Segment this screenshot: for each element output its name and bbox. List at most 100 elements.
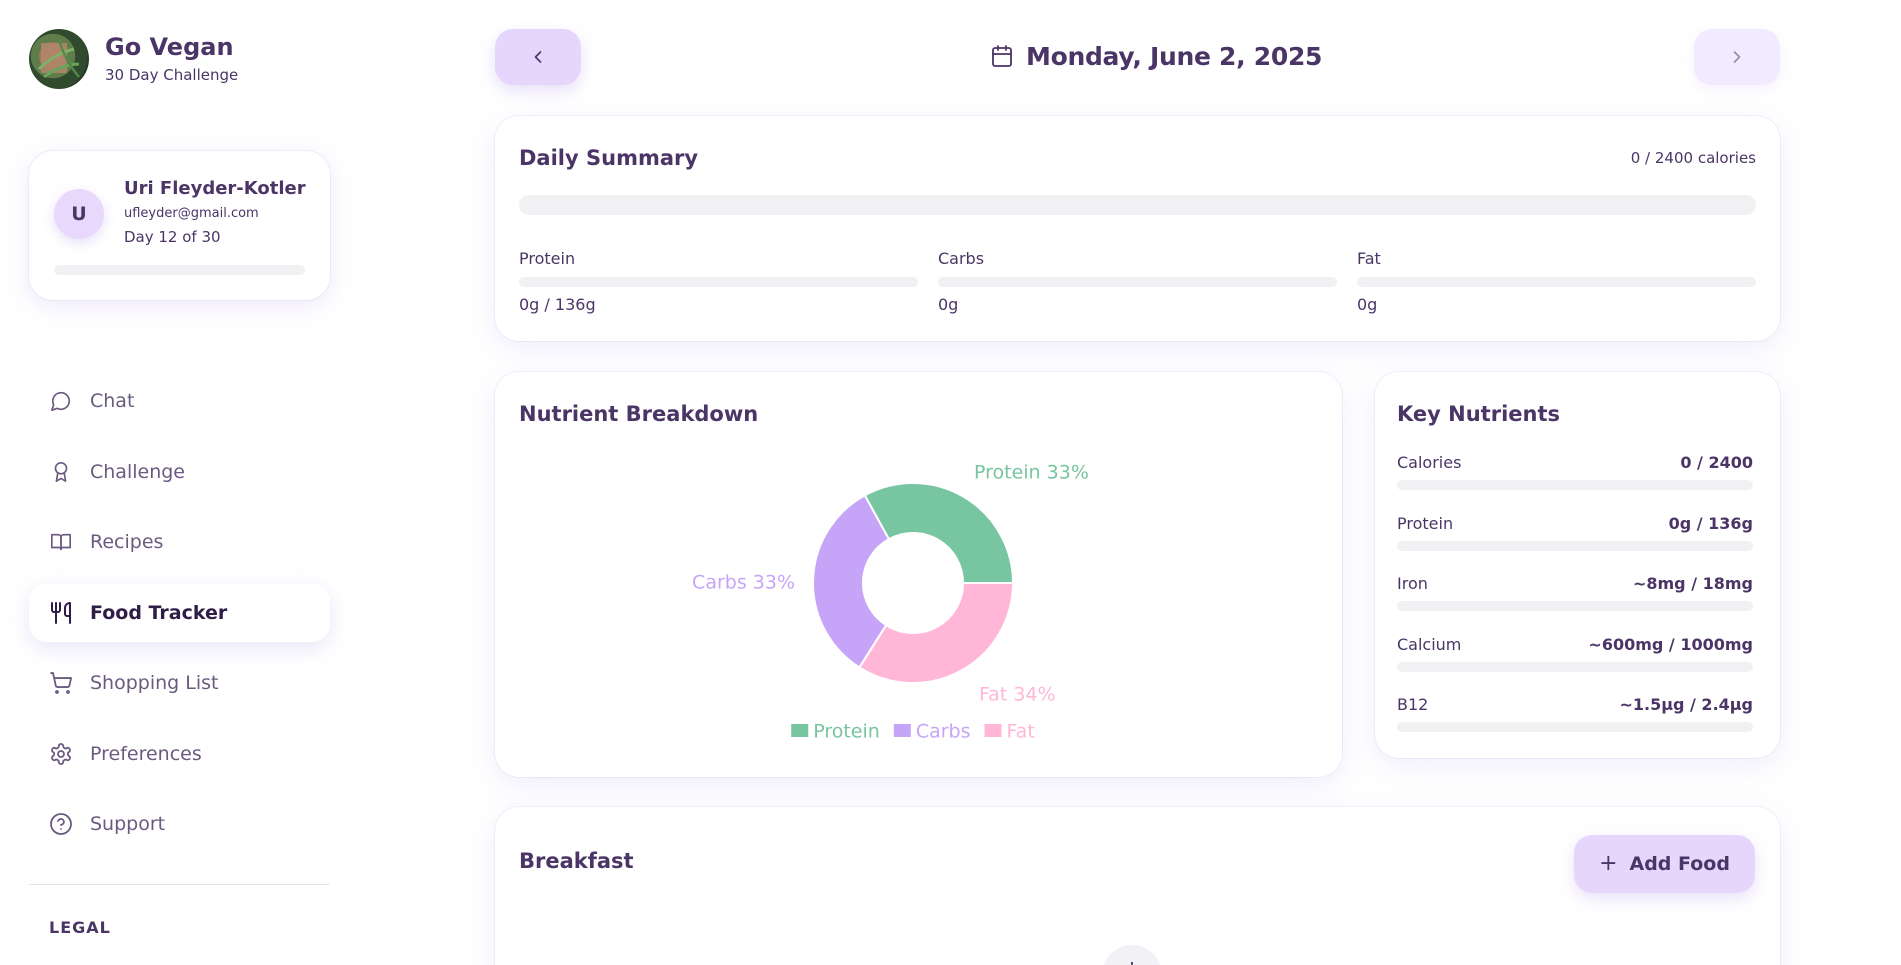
help-circle-icon: [49, 812, 73, 836]
legend-label-carbs[interactable]: Carbs: [916, 721, 971, 743]
chevron-right-icon: [1733, 51, 1741, 63]
calendar-icon: [992, 45, 1012, 67]
nutrient-label: Calories: [1397, 453, 1462, 472]
legend-label-fat[interactable]: Fat: [1007, 721, 1035, 743]
chevron-left-icon: [534, 51, 542, 63]
nutrient-label: Protein: [1397, 513, 1454, 533]
sidebar-item-challenge[interactable]: Challenge: [29, 443, 330, 501]
nutrient-progress-bar: [1397, 661, 1753, 672]
chat-bubble-icon: [49, 389, 73, 413]
sidebar-nav: Chat Challenge Recipes Food Tracker Shop…: [29, 372, 330, 866]
macro-progress-bar: [938, 277, 1337, 287]
nutrient-progress-bar: [1397, 480, 1753, 490]
current-date: Monday, June 2, 2025: [990, 40, 1322, 72]
nutrient-row-iron: Iron ~8mg / 18mg: [1397, 574, 1753, 635]
donut-slice-protein[interactable]: [863, 482, 1015, 584]
nutrient-row-protein: Protein 0g / 136g: [1397, 514, 1753, 575]
nutrient-label: Calcium: [1397, 634, 1462, 654]
gear-icon: [49, 742, 73, 766]
nutrient-row-b12: B12 ~1.5µg / 2.4µg: [1397, 695, 1753, 756]
user-email: ufleyder@gmail.com: [124, 206, 259, 221]
challenge-progress-bar: [54, 265, 305, 275]
macro-protein: Protein 0g / 136g: [519, 249, 918, 314]
brand: Go Vegan 30 Day Challenge: [29, 29, 238, 89]
sidebar-item-label: Food Tracker: [90, 601, 228, 624]
sidebar-item-label: Support: [90, 813, 166, 835]
add-food-button[interactable]: + Add Food: [1574, 835, 1755, 893]
calories-progress-bar: [519, 195, 1756, 215]
nutrient-row-calories: Calories 0 / 2400: [1397, 453, 1753, 514]
utensils-icon: [49, 601, 73, 625]
nutrient-row-calcium: Calcium ~600mg / 1000mg: [1397, 635, 1753, 696]
macro-fat: Fat 0g: [1357, 249, 1756, 314]
open-book-icon: [49, 530, 73, 554]
nutrient-label: B12: [1397, 695, 1429, 714]
nutrient-progress-bar: [1397, 722, 1753, 732]
legend-label-protein[interactable]: Protein: [813, 721, 880, 743]
app-subtitle: 30 Day Challenge: [105, 66, 239, 84]
app-title: Go Vegan: [105, 33, 234, 61]
nutrient-donut-chart: Protein 33% Carbs 33% Fat 34% Protein Carbs F…: [692, 462, 1089, 743]
donut-data-label-carbs: Carbs 33%: [692, 572, 795, 594]
add-food-label: Add Food: [1629, 853, 1730, 875]
previous-day-button[interactable]: [495, 29, 581, 85]
macro-value: 0g: [1357, 295, 1378, 314]
avatar: U: [54, 189, 104, 239]
brand-logo-image: [29, 29, 89, 89]
donut-legend: Protein Carbs Fat: [791, 721, 1035, 743]
legend-swatch-protein: [791, 724, 809, 737]
nutrient-value: 0g / 136g: [1668, 513, 1753, 533]
breakfast-title: Breakfast: [519, 849, 634, 873]
sidebar-item-support[interactable]: Support: [29, 795, 330, 853]
donut-slice-fat[interactable]: [858, 582, 1015, 684]
key-nutrients-title: Key Nutrients: [1397, 402, 1560, 426]
legend-swatch-fat: [984, 724, 1002, 737]
donut-data-label-protein: Protein 33%: [974, 462, 1089, 484]
sidebar-item-chat[interactable]: Chat: [29, 372, 330, 430]
macro-carbs: Carbs 0g: [938, 249, 1337, 314]
nutrient-value: ~8mg / 18mg: [1632, 574, 1753, 593]
empty-add-food-button[interactable]: +: [1102, 945, 1162, 965]
sidebar-item-preferences[interactable]: Preferences: [29, 725, 330, 783]
sidebar-item-food-tracker[interactable]: Food Tracker: [29, 583, 330, 642]
plus-icon: +: [1123, 957, 1141, 965]
macro-progress-bar: [519, 277, 918, 287]
breakfast-card: Breakfast + Add Food +: [495, 807, 1780, 965]
legal-heading: LEGAL: [49, 918, 111, 937]
key-nutrients-list: Calories 0 / 2400 Protein 0g / 136g Iron ~8…: [1397, 453, 1753, 756]
daily-summary-card: Daily Summary 0 / 2400 calories Protein …: [495, 116, 1780, 341]
donut-data-label-fat: Fat 34%: [979, 684, 1056, 706]
sidebar-item-label: Challenge: [90, 460, 185, 483]
macro-value: 0g: [938, 295, 959, 314]
sidebar-item-recipes[interactable]: Recipes: [29, 513, 330, 571]
nutrient-progress-bar: [1397, 540, 1753, 551]
macro-progress-bar: [1357, 277, 1756, 287]
nutrient-value: ~600mg / 1000mg: [1588, 634, 1753, 654]
award-ribbon-icon: [49, 460, 73, 484]
date-label: Monday, June 2, 2025: [1026, 41, 1323, 71]
donut-slice-carbs[interactable]: [812, 494, 891, 669]
user-profile-card[interactable]: U Uri Fleyder-Kotler ufleyder@gmail.com …: [29, 151, 330, 300]
shopping-cart-icon: [49, 671, 73, 695]
user-name: Uri Fleyder-Kotler: [124, 178, 306, 199]
macro-label: Protein: [519, 249, 576, 268]
macro-label: Fat: [1357, 249, 1381, 268]
macro-label: Carbs: [938, 249, 985, 268]
nutrient-value: 0 / 2400: [1680, 453, 1753, 472]
nutrient-breakdown-card: Nutrient Breakdown Protein 33% Carbs 33% F…: [495, 372, 1342, 777]
plus-icon: +: [1599, 851, 1618, 876]
sidebar-item-label: Recipes: [90, 531, 164, 553]
calories-summary: 0 / 2400 calories: [1630, 149, 1756, 167]
nutrient-progress-bar: [1397, 601, 1753, 611]
sidebar-item-label: Shopping List: [90, 672, 219, 694]
macro-value: 0g / 136g: [519, 295, 596, 314]
key-nutrients-card: Key Nutrients Calories 0 / 2400 Protein 0g…: [1375, 372, 1780, 758]
next-day-button[interactable]: [1694, 29, 1780, 85]
sidebar-item-shopping-list[interactable]: Shopping List: [29, 654, 330, 712]
nutrient-label: Iron: [1397, 574, 1428, 593]
nutrient-value: ~1.5µg / 2.4µg: [1619, 695, 1753, 714]
challenge-day-label: Day 12 of 30: [124, 228, 221, 246]
sidebar-divider: [29, 884, 330, 885]
nutrient-breakdown-title: Nutrient Breakdown: [519, 402, 759, 426]
sidebar-item-label: Chat: [90, 390, 135, 412]
